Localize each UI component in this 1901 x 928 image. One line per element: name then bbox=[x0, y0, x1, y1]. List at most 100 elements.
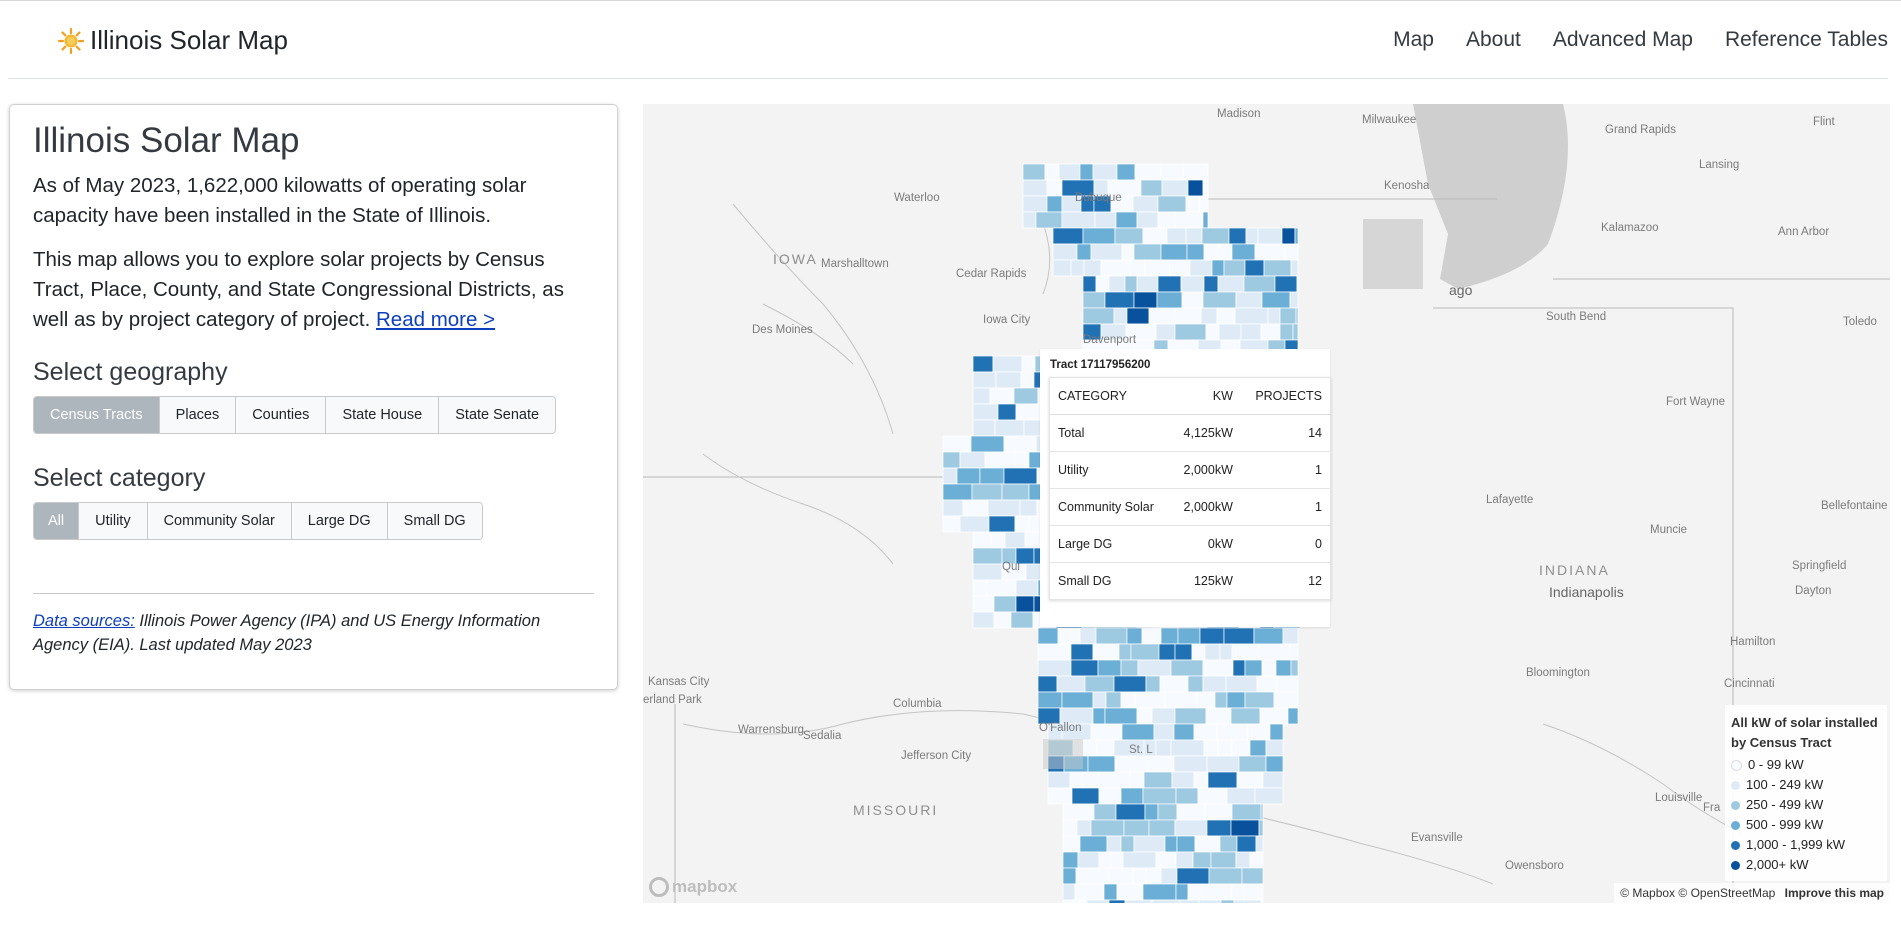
tract-polygon[interactable] bbox=[1177, 627, 1201, 645]
tract-polygon[interactable] bbox=[1231, 243, 1256, 261]
tract-polygon[interactable] bbox=[1263, 259, 1292, 277]
tract-polygon[interactable] bbox=[1169, 259, 1191, 277]
tract-polygon[interactable] bbox=[1145, 675, 1161, 693]
tract-polygon[interactable] bbox=[1174, 819, 1208, 837]
tract-polygon[interactable] bbox=[1238, 755, 1267, 773]
geo-state-house-button[interactable]: State House bbox=[326, 397, 440, 433]
tract-polygon[interactable] bbox=[1100, 259, 1131, 277]
tract-polygon[interactable] bbox=[1118, 643, 1132, 661]
tract-polygon[interactable] bbox=[1103, 883, 1118, 901]
tract-polygon[interactable] bbox=[972, 419, 996, 437]
tract-polygon[interactable] bbox=[1289, 291, 1299, 309]
tract-polygon[interactable] bbox=[1228, 227, 1247, 245]
tract-polygon[interactable] bbox=[1110, 851, 1124, 869]
tract-polygon[interactable] bbox=[1071, 787, 1100, 805]
tract-polygon[interactable] bbox=[1259, 707, 1289, 725]
tract-polygon[interactable] bbox=[1198, 899, 1222, 903]
cat-large-dg-button[interactable]: Large DG bbox=[291, 503, 388, 539]
tract-polygon[interactable] bbox=[1136, 707, 1153, 725]
tract-polygon[interactable] bbox=[1245, 227, 1259, 245]
tract-polygon[interactable] bbox=[1236, 835, 1257, 853]
tract-polygon[interactable] bbox=[1145, 867, 1162, 885]
tract-polygon[interactable] bbox=[1094, 211, 1117, 229]
tract-polygon[interactable] bbox=[1220, 899, 1235, 903]
tract-polygon[interactable] bbox=[1082, 307, 1115, 325]
tract-polygon[interactable] bbox=[1136, 275, 1159, 293]
tract-polygon[interactable] bbox=[1134, 163, 1162, 181]
tract-polygon[interactable] bbox=[1196, 691, 1216, 709]
tract-polygon[interactable] bbox=[1014, 451, 1030, 469]
tract-polygon[interactable] bbox=[1115, 803, 1146, 821]
tract-polygon[interactable] bbox=[1057, 627, 1081, 645]
tract-polygon[interactable] bbox=[1069, 771, 1084, 789]
tract-polygon[interactable] bbox=[1173, 755, 1208, 773]
tract-polygon[interactable] bbox=[1187, 179, 1204, 197]
tract-polygon[interactable] bbox=[1231, 803, 1262, 821]
cat-all-button[interactable]: All bbox=[34, 503, 80, 539]
tract-polygon[interactable] bbox=[1159, 675, 1189, 693]
tract-polygon[interactable] bbox=[1126, 307, 1150, 325]
tract-polygon[interactable] bbox=[1241, 867, 1264, 885]
tract-polygon[interactable] bbox=[1230, 707, 1261, 725]
tract-polygon[interactable] bbox=[1015, 595, 1035, 613]
tract-polygon[interactable] bbox=[1104, 291, 1135, 309]
tract-polygon[interactable] bbox=[1175, 883, 1189, 901]
tract-polygon[interactable] bbox=[1157, 803, 1178, 821]
tract-polygon[interactable] bbox=[1141, 627, 1162, 645]
tract-polygon[interactable] bbox=[1174, 211, 1204, 229]
tract-polygon[interactable] bbox=[1201, 227, 1230, 245]
tract-polygon[interactable] bbox=[1058, 163, 1081, 181]
tract-polygon[interactable] bbox=[1206, 755, 1240, 773]
tract-polygon[interactable] bbox=[1174, 707, 1207, 725]
tract-polygon[interactable] bbox=[1047, 787, 1073, 805]
tract-polygon[interactable] bbox=[1281, 227, 1296, 245]
tract-polygon[interactable] bbox=[1155, 739, 1172, 757]
tract-polygon[interactable] bbox=[1098, 851, 1112, 869]
tract-polygon[interactable] bbox=[1203, 243, 1220, 261]
tract-polygon[interactable] bbox=[1114, 755, 1149, 773]
tract-polygon[interactable] bbox=[1265, 755, 1284, 773]
tract-polygon[interactable] bbox=[942, 451, 961, 469]
tract-polygon[interactable] bbox=[972, 531, 992, 549]
tract-polygon[interactable] bbox=[1092, 163, 1118, 181]
tract-polygon[interactable] bbox=[1269, 723, 1284, 741]
tract-polygon[interactable] bbox=[992, 355, 1023, 373]
tract-polygon[interactable] bbox=[972, 355, 994, 373]
tract-polygon[interactable] bbox=[1255, 835, 1264, 853]
tract-polygon[interactable] bbox=[1231, 883, 1245, 901]
tract-polygon[interactable] bbox=[1153, 723, 1175, 741]
map-canvas[interactable]: Madison Milwaukee Grand Rapids Flint Lan… bbox=[643, 104, 1890, 903]
tract-polygon[interactable] bbox=[1037, 643, 1072, 661]
tract-polygon[interactable] bbox=[1092, 643, 1120, 661]
tract-polygon[interactable] bbox=[1258, 643, 1291, 661]
tract-polygon[interactable] bbox=[1219, 835, 1238, 853]
tract-polygon[interactable] bbox=[1193, 723, 1218, 741]
tract-polygon[interactable] bbox=[1037, 659, 1072, 677]
tract-polygon[interactable] bbox=[1164, 691, 1198, 709]
tract-polygon[interactable] bbox=[970, 435, 1005, 453]
tract-polygon[interactable] bbox=[1148, 307, 1176, 325]
tract-polygon[interactable] bbox=[1219, 643, 1233, 661]
tract-polygon[interactable] bbox=[988, 515, 1016, 533]
tract-polygon[interactable] bbox=[1189, 259, 1213, 277]
tract-polygon[interactable] bbox=[1185, 227, 1203, 245]
tract-polygon[interactable] bbox=[1046, 179, 1063, 197]
nav-advanced-map[interactable]: Advanced Map bbox=[1552, 28, 1693, 51]
tract-polygon[interactable] bbox=[1223, 259, 1246, 277]
tract-polygon[interactable] bbox=[1261, 659, 1277, 677]
cat-community-solar-button[interactable]: Community Solar bbox=[147, 503, 292, 539]
tract-polygon[interactable] bbox=[1121, 243, 1135, 261]
tract-polygon[interactable] bbox=[1084, 675, 1115, 693]
tract-polygon[interactable] bbox=[1056, 675, 1086, 693]
tract-polygon[interactable] bbox=[1070, 259, 1085, 277]
tract-polygon[interactable] bbox=[993, 595, 1017, 613]
tract-polygon[interactable] bbox=[972, 563, 1003, 581]
tract-polygon[interactable] bbox=[1124, 275, 1138, 293]
tract-polygon[interactable] bbox=[1289, 643, 1299, 661]
tract-polygon[interactable] bbox=[1003, 435, 1037, 453]
tract-polygon[interactable] bbox=[1113, 675, 1147, 693]
tract-polygon[interactable] bbox=[1247, 723, 1271, 741]
tract-polygon[interactable] bbox=[1199, 195, 1209, 213]
tract-polygon[interactable] bbox=[1200, 307, 1218, 325]
tract-polygon[interactable] bbox=[1123, 819, 1150, 837]
